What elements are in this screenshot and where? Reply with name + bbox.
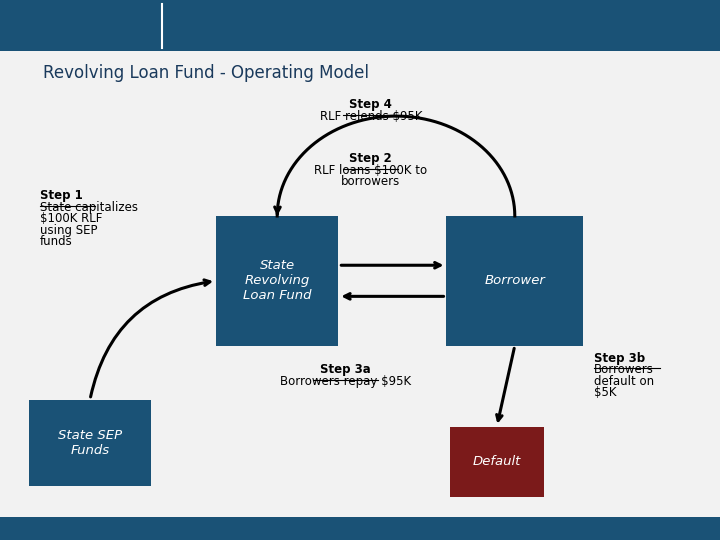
FancyBboxPatch shape (446, 216, 583, 346)
FancyBboxPatch shape (0, 0, 720, 51)
Text: Step 3a: Step 3a (320, 363, 371, 376)
Text: RLF loans $100K to: RLF loans $100K to (314, 164, 428, 177)
Text: $100K RLF: $100K RLF (40, 212, 102, 225)
Text: Borrowers: Borrowers (594, 363, 654, 376)
Text: ENERGY: ENERGY (60, 22, 135, 40)
Text: Slide 29: Slide 29 (605, 524, 636, 533)
Text: Revolving Loan Fund - Operating Model: Revolving Loan Fund - Operating Model (43, 64, 369, 82)
Text: Default: Default (472, 455, 521, 468)
Text: funds: funds (40, 235, 72, 248)
FancyBboxPatch shape (29, 400, 151, 486)
Text: default on: default on (594, 375, 654, 388)
Text: RLF relends $95K: RLF relends $95K (320, 110, 422, 123)
Text: State SEP
Funds: State SEP Funds (58, 429, 122, 457)
Text: State
Revolving
Loan Fund: State Revolving Loan Fund (243, 259, 312, 302)
FancyBboxPatch shape (216, 216, 338, 346)
Text: Step 3b: Step 3b (594, 352, 645, 365)
Text: $5K: $5K (594, 386, 616, 399)
Text: State capitalizes: State capitalizes (40, 201, 138, 214)
Text: Step 4: Step 4 (349, 98, 392, 111)
Text: Borrowers repay $95K: Borrowers repay $95K (280, 375, 411, 388)
Text: Energy Efficiency &: Energy Efficiency & (191, 18, 286, 28)
FancyBboxPatch shape (450, 427, 544, 497)
Text: borrowers: borrowers (341, 175, 400, 188)
Text: Borrower: Borrower (485, 274, 545, 287)
Text: Step 2: Step 2 (349, 152, 392, 165)
Text: Renewable Energy: Renewable Energy (191, 33, 282, 43)
Text: Step 1: Step 1 (40, 189, 82, 202)
FancyBboxPatch shape (0, 517, 720, 540)
Text: using SEP: using SEP (40, 224, 97, 237)
Text: http://www.eere.energy.gov/: http://www.eere.energy.gov/ (590, 524, 698, 533)
